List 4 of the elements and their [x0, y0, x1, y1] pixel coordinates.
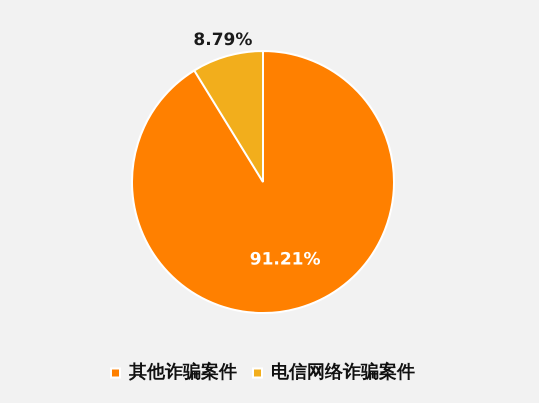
data-label: 8.79%	[193, 30, 252, 50]
legend-label: 其他诈骗案件	[128, 362, 237, 383]
legend-label: 电信网络诈骗案件	[271, 362, 415, 383]
data-label: 91.21%	[250, 250, 321, 270]
